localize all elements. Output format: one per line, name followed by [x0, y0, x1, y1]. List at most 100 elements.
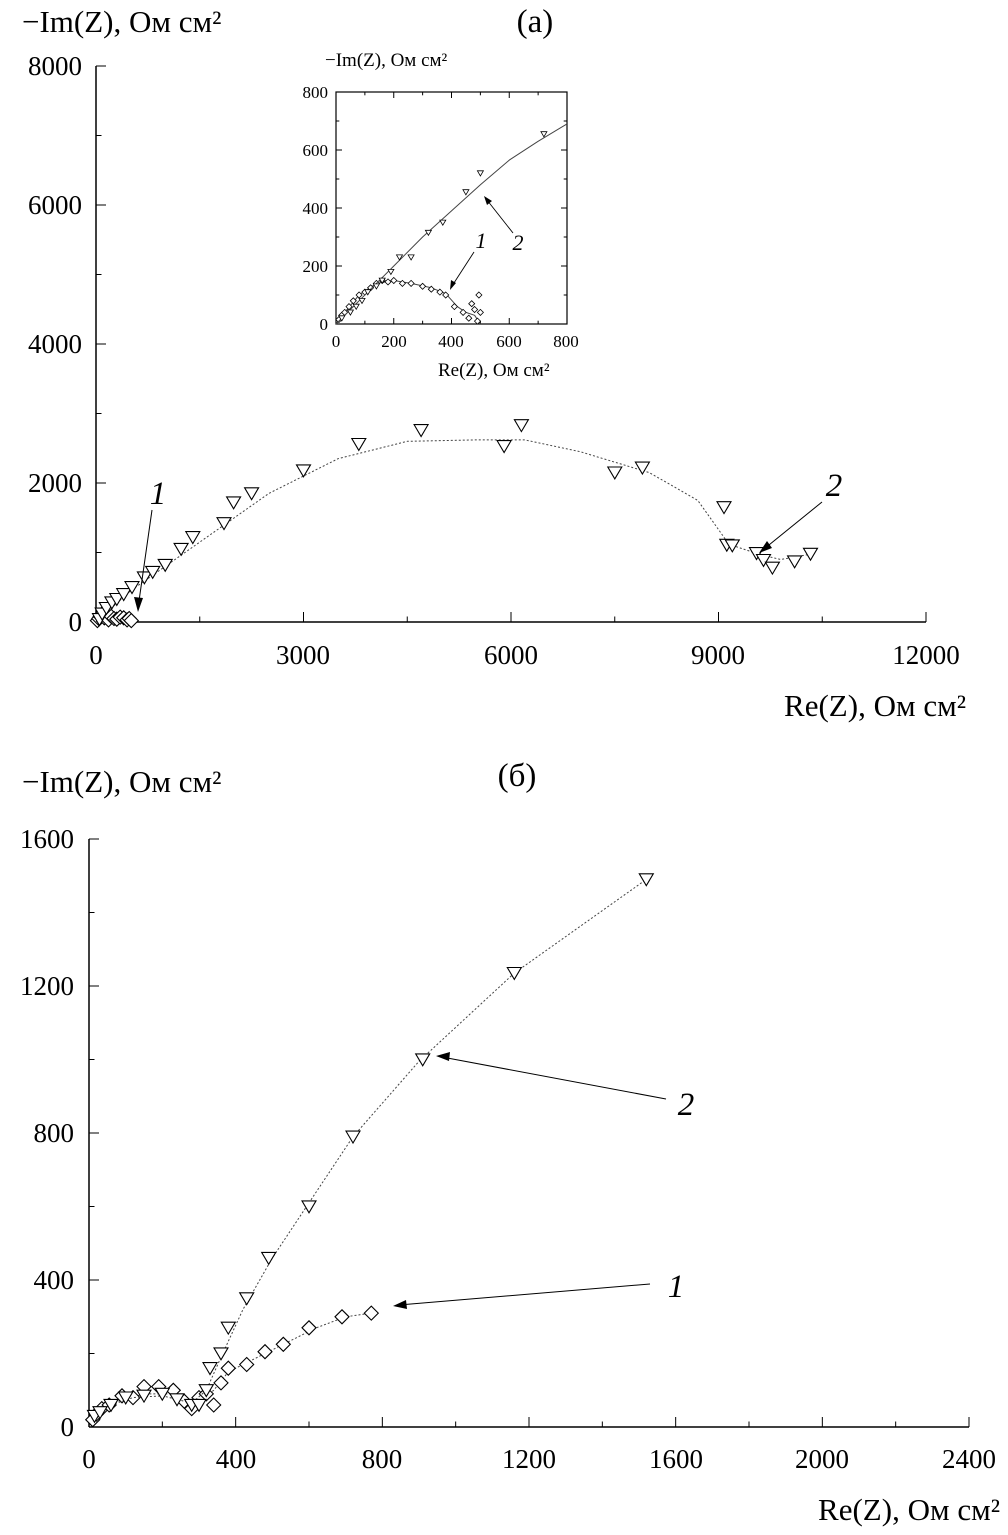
panel-a-inset: −Im(Z), Ом см² 0 200 400 600 800 0 200 4…	[303, 50, 579, 381]
panel-b-xtick-4: 1600	[649, 1444, 703, 1474]
inset-series-2-point-10	[424, 229, 433, 237]
inset-series-1-point-17	[442, 291, 450, 299]
panel-a-pointer-1-head	[134, 597, 143, 612]
panel-b-ticks	[88, 838, 970, 1428]
inset-series-1-point-21	[468, 300, 476, 308]
inset-pointer-1-head	[450, 280, 456, 290]
inset-xtick-3: 600	[496, 332, 522, 351]
panel-b-pointer-1	[398, 1283, 651, 1306]
panel-b-xtick-6: 2400	[942, 1444, 996, 1474]
inset-series-1-point-23	[473, 317, 482, 325]
panel-b-series-2-point-16	[345, 1130, 361, 1145]
panel-b-series-1-point-19	[301, 1320, 317, 1336]
inset-series-2-point-13	[476, 170, 485, 177]
inset-ytick-2: 400	[303, 199, 329, 218]
panel-a-series-1-point-14	[123, 612, 140, 629]
panel-a-series-2-point-17	[413, 424, 430, 438]
inset-ticks	[335, 91, 568, 325]
inset-pointer-1	[451, 251, 475, 287]
panel-a-xtick-2: 6000	[484, 640, 538, 670]
panel-b-series-2-point-3	[117, 1391, 134, 1405]
inset-series-1-point-19	[459, 308, 467, 316]
inset-series-2-point-4	[364, 289, 372, 296]
panel-b-series-2-fit-line	[94, 878, 647, 1417]
panel-a-series-2-point-8	[144, 565, 161, 580]
panel-b-curve-label-2: 2	[678, 1087, 695, 1123]
panel-b-series-1-point-15	[220, 1360, 237, 1376]
panel-b-series-2-point-9	[198, 1384, 215, 1398]
panel-a-series-2-point-25	[748, 547, 765, 561]
panel-b-ytick-2: 800	[34, 1118, 75, 1148]
panel-a-xtick-1: 3000	[276, 640, 330, 670]
panel-a-series-2-point-16	[350, 437, 367, 452]
panel-b-series-2-point-1	[92, 1406, 108, 1420]
panel-b-series-2-point-6	[169, 1393, 185, 1407]
inset-series-1-point-22	[471, 305, 479, 314]
panel-b-curve-label-1: 1	[668, 1269, 685, 1305]
panel-a-ytick-2: 4000	[28, 329, 82, 359]
panel-a-series-2-point-18	[496, 440, 513, 454]
panel-b-series-2-point-17	[414, 1053, 431, 1067]
inset-series-1-point-14	[419, 282, 427, 290]
inset-series-1-point-15	[427, 285, 435, 293]
panel-b-series-2-point-4	[136, 1389, 152, 1404]
panel-b-series-1-point-17	[257, 1343, 273, 1360]
panel-b: −Im(Z), Ом см² (б) 0 400 800 1200 1600 0…	[20, 758, 1000, 1527]
panel-a-ticks	[95, 65, 927, 623]
panel-a-series-2-point-12	[216, 517, 232, 531]
panel-b-series-1-point-13	[205, 1397, 222, 1413]
panel-b-series-2-point-8	[191, 1398, 207, 1413]
panel-b-ytick-0: 0	[61, 1412, 75, 1442]
panel-a-series-2-point-26	[755, 553, 772, 568]
inset-series-1-point-25	[476, 308, 484, 316]
inset-series-2-point-0	[338, 315, 346, 322]
panel-b-ytick-3: 1200	[20, 971, 74, 1001]
inset-series-2-point-2	[352, 303, 360, 311]
panel-a-series-2-point-11	[184, 531, 201, 545]
inset-xlabel: Re(Z), Ом см²	[438, 360, 550, 381]
inset-series-1-point-16	[436, 288, 444, 296]
inset-series-2-point-8	[395, 254, 404, 261]
inset-series-1-point-24	[475, 291, 483, 299]
panel-b-pointer-2-head	[436, 1052, 450, 1061]
inset-curve-label-1: 1	[476, 228, 487, 253]
inset-series-2-point-14	[540, 131, 548, 138]
inset-series-2-fit-line	[335, 123, 568, 325]
panel-a-series-2-point-21	[634, 461, 651, 476]
inset-series-2-point-6	[378, 277, 386, 284]
panel-a-xtick-3: 9000	[691, 640, 745, 670]
inset-series-2-point-7	[387, 268, 395, 276]
panel-a-series-2-point-6	[124, 581, 140, 595]
panel-a-plot-area	[89, 419, 819, 629]
inset-pointer-2	[486, 199, 514, 234]
panel-b-ytick-4: 1600	[20, 824, 74, 854]
inset-series-1-point-11	[390, 276, 398, 285]
panel-b-series-2-point-14	[260, 1251, 277, 1266]
inset-xtick-1: 200	[381, 332, 407, 351]
panel-b-series-2-point-13	[238, 1292, 255, 1306]
panel-a-series-2-point-4	[108, 592, 125, 607]
panel-a-curve-label-1: 1	[150, 476, 167, 512]
panel-a-ytick-3: 6000	[28, 190, 82, 220]
panel-a-ylabel: −Im(Z), Ом см²	[22, 4, 221, 39]
inset-series-2-point-12	[462, 189, 470, 196]
panel-a-series-2-point-7	[136, 571, 153, 585]
panel-b-series-2-point-2	[103, 1398, 119, 1413]
inset-curve-label-2: 2	[513, 230, 524, 255]
inset-series-1-point-20	[465, 314, 473, 322]
inset-ytick-4: 800	[303, 83, 329, 102]
panel-b-pointer-2	[441, 1056, 667, 1100]
inset-series-2-point-11	[439, 219, 447, 226]
inset-xtick-2: 400	[438, 332, 464, 351]
inset-series-1-point-12	[398, 279, 406, 287]
panel-b-ylabel: −Im(Z), Ом см²	[22, 764, 221, 799]
panel-a-series-2-point-15	[295, 464, 312, 478]
panel-a: −Im(Z), Ом см² (а) 0 2000 4000 6000 8000…	[22, 4, 966, 723]
panel-a-curve-label-2: 2	[826, 468, 843, 504]
panel-a-series-2-point-5	[115, 588, 132, 602]
panel-b-series-2-point-10	[202, 1362, 218, 1376]
inset-series-1-point-18	[450, 303, 458, 311]
panel-b-ytick-1: 400	[34, 1265, 75, 1295]
inset-ytick-0: 0	[320, 315, 329, 334]
